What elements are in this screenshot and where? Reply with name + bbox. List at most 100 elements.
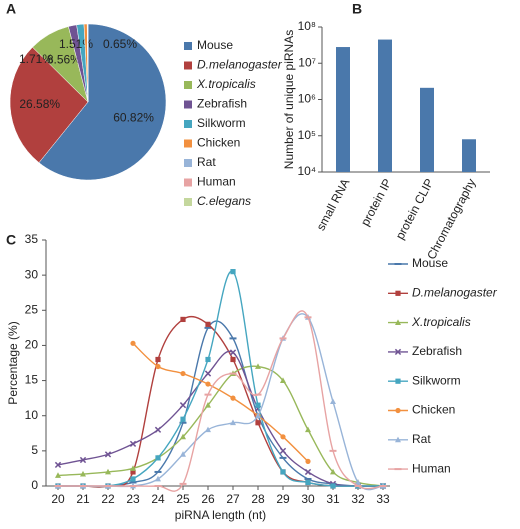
marker: [229, 349, 237, 356]
legend-marker: [395, 319, 401, 325]
legend-label: Silkworm: [412, 373, 461, 387]
marker: [180, 370, 186, 377]
legend-swatch: [184, 42, 192, 50]
x-tick-label: 32: [351, 492, 365, 506]
marker: [205, 321, 211, 327]
marker: [255, 402, 261, 408]
marker: [79, 456, 87, 464]
pie-slice: [9, 46, 89, 164]
marker: [255, 412, 261, 419]
x-tick-label: protein IP: [358, 176, 394, 228]
marker: [355, 479, 361, 485]
series-line: [57, 350, 384, 487]
marker: [205, 426, 211, 433]
marker: [330, 483, 336, 489]
legend-label: Human: [197, 175, 236, 189]
x-tick-label: 21: [76, 492, 90, 506]
x-tick-label: 27: [226, 492, 240, 506]
x-tick-label: small RNA: [313, 176, 352, 233]
x-tick-label: 26: [201, 492, 215, 506]
marker: [105, 468, 111, 475]
legend-swatch: [184, 61, 192, 70]
y-tick-label: 0: [31, 478, 38, 492]
x-axis-title: piRNA length (nt): [175, 508, 266, 522]
y-tick-label: 10: [25, 408, 39, 422]
legend-label: D.melanogaster: [197, 58, 283, 72]
y-tick-label: 20: [25, 338, 39, 352]
legend-swatch: [184, 120, 192, 128]
marker: [55, 472, 61, 478]
marker: [230, 395, 236, 401]
legend-label: Rat: [197, 155, 216, 169]
marker: [230, 269, 236, 275]
legend-marker: [395, 378, 401, 384]
marker: [230, 356, 236, 363]
data-label: 1.71%: [19, 52, 53, 66]
marker: [280, 469, 286, 475]
marker: [205, 356, 211, 363]
x-tick-label: 33: [376, 492, 390, 506]
y-tick-label: 5: [31, 443, 38, 457]
y-tick-label: 10⁶: [298, 92, 316, 106]
marker: [305, 479, 311, 486]
x-tick-label: 22: [101, 492, 115, 506]
data-label: 0.65%: [103, 37, 137, 51]
marker: [230, 419, 236, 426]
legend-label: Silkworm: [197, 116, 246, 130]
marker: [180, 316, 186, 323]
marker: [104, 451, 112, 458]
y-axis-title: Percentage (%): [6, 321, 20, 404]
data-label: 60.82%: [113, 110, 154, 124]
legend-marker: [394, 348, 402, 356]
data-label: 8.56%: [47, 52, 81, 66]
panel-label: C: [6, 232, 16, 248]
marker: [80, 470, 86, 477]
series-line: [57, 365, 384, 487]
marker: [130, 465, 136, 471]
marker: [204, 370, 212, 377]
y-tick-label: 10⁸: [298, 19, 316, 33]
marker: [180, 451, 186, 457]
legend-label: Mouse: [197, 38, 233, 52]
marker: [280, 434, 286, 440]
legend-marker: [395, 436, 401, 443]
marker: [255, 420, 261, 426]
legend-label: Zebrafish: [197, 97, 247, 111]
series-line: [58, 310, 384, 492]
marker: [179, 402, 187, 409]
legend-swatch: [184, 178, 192, 187]
legend-label: Human: [412, 461, 451, 475]
legend-label: X.tropicalis: [196, 77, 256, 91]
legend-label: X.tropicalis: [411, 315, 471, 329]
x-tick-label: 29: [276, 492, 290, 506]
marker: [180, 433, 186, 440]
bar: [420, 87, 434, 172]
legend-swatch: [184, 81, 192, 89]
x-tick-label: 25: [176, 492, 190, 506]
marker: [154, 426, 162, 433]
bar: [462, 139, 476, 172]
x-tick-label: 23: [126, 492, 140, 506]
marker: [330, 468, 336, 475]
marker: [330, 398, 336, 405]
pie-slice: [38, 23, 167, 181]
legend-marker: [395, 290, 401, 296]
legend-label: Mouse: [412, 256, 448, 270]
marker: [130, 340, 136, 346]
marker: [155, 455, 161, 461]
legend-marker: [395, 407, 401, 414]
legend-swatch: [184, 100, 192, 109]
marker: [130, 469, 136, 475]
marker: [54, 461, 62, 469]
marker: [180, 416, 186, 422]
y-tick-label: 30: [25, 267, 39, 281]
x-tick-label: 20: [51, 492, 65, 506]
legend-swatch: [184, 139, 192, 148]
marker: [304, 468, 312, 476]
y-tick-label: 15: [25, 373, 39, 387]
x-tick-label: protein CLIP: [393, 176, 437, 241]
marker: [279, 447, 287, 454]
x-tick-label: 24: [151, 492, 165, 506]
marker: [130, 476, 136, 482]
